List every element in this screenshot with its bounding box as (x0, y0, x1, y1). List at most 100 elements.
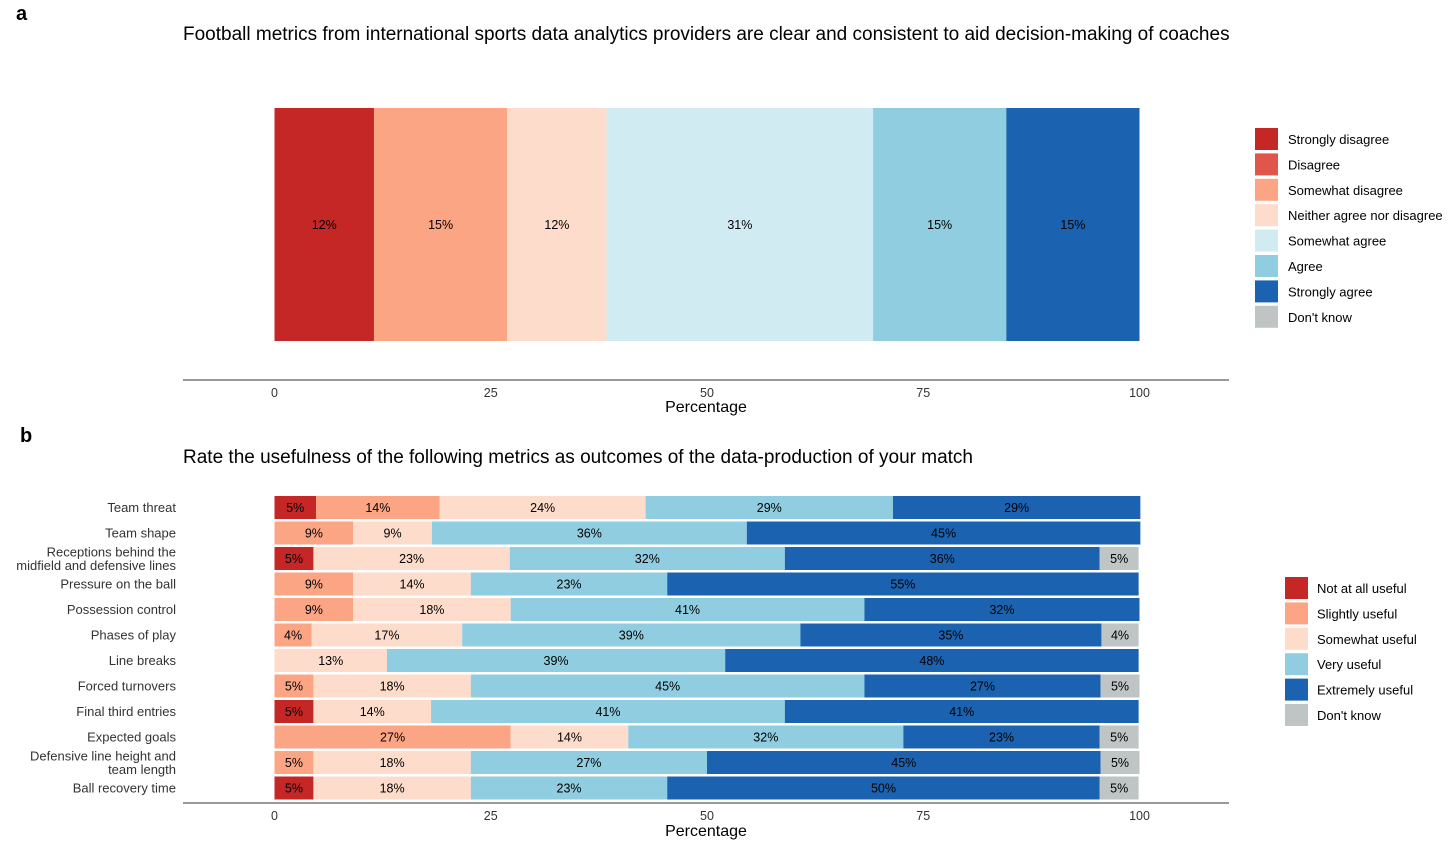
panel-b-bar-segment (274, 572, 354, 596)
panel-b-legend-key (1285, 602, 1308, 625)
panel-b-bar-segment (470, 776, 668, 800)
panel-a-bar-segment (274, 108, 374, 341)
panel-a-legend-key (1255, 305, 1278, 328)
panel-a-title: Football metrics from international spor… (183, 24, 1230, 45)
panel-b-segment-label: 50% (871, 782, 896, 796)
panel-b-segment-label: 32% (989, 603, 1014, 617)
panel-b-category-label: Line breaks (109, 653, 177, 668)
panel-b-segment-label: 9% (384, 527, 402, 541)
panel-b-segment-label: 5% (285, 782, 303, 796)
panel-b-segment-label: 41% (595, 705, 620, 719)
panel-b-category-labels: Team threat Team shape Receptions behind t… (16, 500, 176, 796)
panel-a-legend-label: Strongly disagree (1288, 132, 1389, 147)
panel-b-bar-segment (784, 547, 1100, 570)
panel-a: a Football metrics from international sp… (16, 3, 1443, 416)
panel-b-segment-label: 41% (949, 705, 974, 719)
panel-b-segment-label: 45% (931, 527, 956, 541)
panel-b-bar-segment (800, 623, 1102, 647)
panel-a-bar-segment (606, 108, 874, 341)
panel-a-bar-segment (373, 108, 508, 341)
panel-a-legend-key (1255, 255, 1278, 277)
panel-a-bar-segment (1006, 108, 1140, 341)
panel-b-x-ticks: 0 25 50 75 100 (271, 809, 1150, 823)
panel-b-legend-label: Don't know (1317, 708, 1382, 723)
panel-b-legend-key (1285, 627, 1308, 650)
panel-a-legend-key (1255, 153, 1278, 176)
panel-b-segment-label: 55% (890, 578, 915, 592)
panel-b-segment-label: 48% (919, 654, 944, 668)
panel-b-bar-segment (353, 598, 511, 621)
panel-b-segment-label: 29% (757, 501, 782, 515)
panel-a-legend-label: Agree (1288, 259, 1323, 274)
panel-b-segment-label: 29% (1004, 501, 1029, 515)
panel-b-title: Rate the usefulness of the following met… (183, 447, 973, 468)
panel-b-segment-label: 18% (380, 756, 405, 770)
panel-b: b Rate the usefulness of the following m… (16, 425, 1417, 840)
panel-b-bar-segment (1099, 547, 1139, 570)
panel-b-segment-label: 27% (970, 680, 995, 694)
panel-a-bars: 12% 15% 12% 31% 15% 15% (274, 108, 1140, 341)
panel-b-bar-segment (667, 572, 1139, 596)
panel-b-bar-segment (645, 496, 893, 519)
panel-a-legend-key (1255, 204, 1278, 227)
panel-b-bar-segment (274, 725, 511, 749)
panel-b-bar-segment (746, 521, 1141, 545)
panel-b-segment-label: 5% (285, 705, 303, 719)
panel-b-segment-label: 39% (619, 629, 644, 643)
panel-b-bar-segment (470, 572, 668, 596)
panel-b-segment-label: 23% (557, 782, 582, 796)
panel-b-segment-label: 18% (380, 680, 405, 694)
panel-b-category-label: Ball recovery time (73, 781, 176, 796)
panel-b-bar-segment (667, 776, 1100, 800)
panel-a-segment-label: 15% (927, 218, 952, 232)
panel-b-bar-segment (470, 674, 865, 698)
panel-a-x-tick-label: 0 (271, 386, 278, 400)
panel-a-segment-label: 31% (727, 218, 752, 232)
panel-a-legend-label: Don't know (1288, 310, 1353, 325)
panel-a-letter: a (16, 3, 28, 25)
panel-b-segment-label: 24% (530, 501, 555, 515)
panel-a-bar-segment (873, 108, 1007, 341)
panel-b-x-axis-title: Percentage (665, 823, 747, 840)
panel-b-category-label: Team threat (107, 500, 176, 515)
panel-a-segment-label: 12% (544, 218, 569, 232)
panel-b-bar-segment (509, 547, 785, 570)
panel-b-bar-segment (864, 598, 1140, 621)
panel-b-legend-label: Not at all useful (1317, 581, 1407, 596)
panel-b-segment-label: 32% (753, 731, 778, 745)
panel-b-category-label: team length (108, 762, 176, 777)
panel-b-bar-segment (274, 496, 317, 519)
panel-b-segment-label: 5% (1110, 782, 1128, 796)
panel-b-segment-label: 5% (1110, 552, 1128, 566)
panel-a-x-ticks: 0 25 50 75 100 (271, 386, 1150, 400)
panel-b-legend-key (1285, 653, 1308, 676)
panel-b-legend-label: Extremely useful (1317, 683, 1413, 698)
panel-b-segment-label: 27% (576, 756, 601, 770)
panel-b-legend-key (1285, 678, 1308, 701)
panel-a-bar-segment (507, 108, 607, 341)
panel-b-legend-key (1285, 577, 1308, 599)
panel-b-bar-segment (274, 674, 314, 698)
panel-b-bars: 5% 14% 24% 29% 29%9% 9% 36% 45%5% 23% 32% 36% 5%9% 1… (274, 496, 1141, 800)
panel-a-x-axis-title: Percentage (665, 399, 747, 416)
panel-b-bar-segment (707, 751, 1101, 774)
panel-b-letter: b (20, 425, 32, 447)
panel-a-legend-label: Somewhat disagree (1288, 183, 1403, 198)
panel-b-bar-segment (274, 649, 387, 672)
panel-a-legend-label: Somewhat agree (1288, 234, 1386, 249)
panel-b-x-tick-label: 25 (484, 809, 498, 823)
panel-b-bar-segment (903, 725, 1100, 749)
panel-b-bar-segment (431, 700, 785, 723)
panel-b-category-label: Possession control (67, 602, 176, 617)
panel-b-segment-label: 14% (365, 501, 390, 515)
panel-b-category-label: Phases of play (91, 628, 177, 643)
panel-a-x-tick-label: 50 (700, 386, 714, 400)
panel-b-segment-label: 23% (989, 731, 1014, 745)
panel-b-bar-segment (311, 623, 463, 647)
panel-a-x-tick-label: 75 (916, 386, 930, 400)
panel-b-category-label: Team shape (105, 526, 176, 541)
panel-b-segment-label: 4% (284, 629, 302, 643)
panel-b-bar-segment (784, 700, 1139, 723)
panel-b-legend: Not at all useful Slightly useful Somewhat… (1285, 577, 1417, 726)
